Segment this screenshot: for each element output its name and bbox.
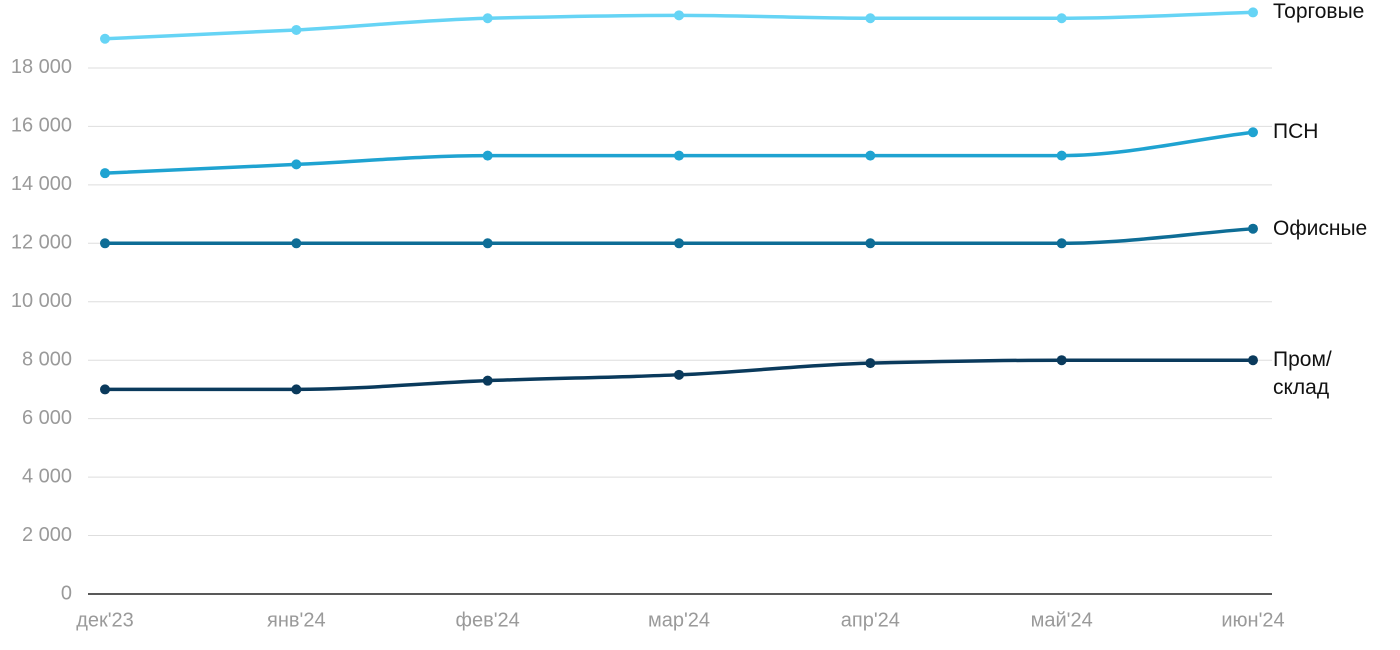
- data-point: [1248, 355, 1258, 366]
- data-point: [1248, 7, 1258, 18]
- x-tick-label: апр'24: [841, 609, 900, 631]
- data-point: [674, 10, 684, 21]
- data-point: [865, 13, 876, 24]
- legend-label: Офисные: [1273, 216, 1368, 240]
- data-point: [100, 168, 110, 179]
- data-point: [482, 375, 493, 386]
- x-tick-label: мар'24: [648, 609, 710, 631]
- y-tick-label: 14 000: [11, 173, 72, 195]
- y-tick-label: 10 000: [11, 290, 72, 312]
- data-point: [482, 150, 493, 161]
- x-tick-label: янв'24: [267, 609, 326, 631]
- data-point: [291, 159, 302, 170]
- y-tick-label: 4 000: [22, 465, 72, 487]
- legend-label: Пром/ склад: [1273, 348, 1332, 400]
- x-tick-label: май'24: [1031, 609, 1093, 631]
- data-point: [100, 33, 110, 44]
- legend-label: ПСН: [1273, 120, 1319, 144]
- data-point: [1056, 355, 1067, 366]
- x-tick-label: дек'23: [76, 609, 134, 631]
- data-point: [1056, 238, 1067, 249]
- data-point: [100, 384, 110, 395]
- data-point: [291, 24, 302, 35]
- data-point: [1248, 127, 1258, 138]
- x-tick-label: фев'24: [456, 609, 520, 631]
- data-point: [482, 13, 493, 24]
- y-tick-label: 18 000: [11, 56, 72, 78]
- data-point: [674, 369, 684, 380]
- y-tick-label: 12 000: [11, 232, 72, 254]
- data-point: [1056, 150, 1067, 161]
- data-point: [1248, 223, 1258, 234]
- y-tick-label: 16 000: [11, 115, 72, 137]
- y-tick-label: 0: [61, 582, 72, 604]
- data-point: [291, 384, 302, 395]
- x-tick-label: июн'24: [1221, 609, 1284, 631]
- y-tick-label: 8 000: [22, 348, 72, 370]
- data-point: [1056, 13, 1067, 24]
- y-tick-label: 2 000: [22, 524, 72, 546]
- data-point: [865, 150, 876, 161]
- data-point: [291, 238, 302, 249]
- data-point: [482, 238, 493, 249]
- data-point: [674, 150, 684, 161]
- data-point: [100, 238, 110, 249]
- y-tick-label: 6 000: [22, 407, 72, 429]
- data-point: [865, 238, 876, 249]
- data-point: [674, 238, 684, 249]
- legend-label: Торговые: [1273, 0, 1365, 24]
- data-point: [865, 358, 876, 369]
